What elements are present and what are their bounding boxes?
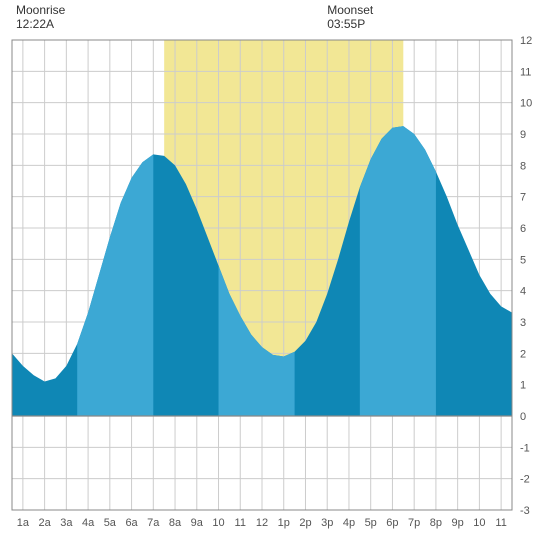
moonset-label: Moonset [327,3,374,17]
y-tick-label: 3 [520,317,526,329]
moonset-value: 03:55P [327,17,365,31]
tide-chart: -3-2-101234567891011121a2a3a4a5a6a7a8a9a… [0,0,550,550]
chart-svg: -3-2-101234567891011121a2a3a4a5a6a7a8a9a… [0,0,550,550]
y-tick-label: 6 [520,223,526,235]
y-tick-label: -1 [520,442,530,454]
y-tick-label: 7 [520,192,526,204]
y-tick-label: 9 [520,129,526,141]
x-tick-label: 2p [299,517,311,529]
y-tick-label: 10 [520,98,532,110]
x-tick-label: 3a [60,517,73,529]
x-tick-label: 7p [408,517,420,529]
x-tick-label: 6a [125,517,138,529]
y-tick-label: 8 [520,160,526,172]
x-tick-label: 4a [82,517,95,529]
moonrise-value: 12:22A [16,17,54,31]
x-tick-label: 1p [278,517,290,529]
x-tick-label: 4p [343,517,355,529]
x-tick-label: 11 [235,517,246,529]
x-tick-label: 3p [321,517,333,529]
x-tick-label: 6p [386,517,398,529]
x-tick-label: 5a [104,517,117,529]
y-tick-label: 5 [520,254,526,266]
y-tick-label: 11 [520,66,531,78]
moonrise-label: Moonrise [16,3,66,17]
x-tick-label: 9a [191,517,204,529]
x-tick-label: 12 [256,517,268,529]
x-tick-label: 5p [365,517,377,529]
y-tick-label: 2 [520,348,526,360]
x-tick-label: 10 [473,517,485,529]
x-tick-label: 11 [495,517,506,529]
x-tick-label: 8a [169,517,182,529]
x-tick-label: 1a [17,517,30,529]
y-tick-label: 0 [520,411,526,423]
y-tick-label: 4 [520,286,526,298]
y-tick-label: -3 [520,505,530,517]
x-tick-label: 7a [147,517,160,529]
y-tick-label: -2 [520,474,530,486]
y-tick-label: 12 [520,35,532,47]
x-tick-label: 8p [430,517,442,529]
x-tick-label: 2a [38,517,51,529]
y-tick-label: 1 [520,380,526,392]
x-tick-label: 9p [452,517,464,529]
x-tick-label: 10 [212,517,224,529]
